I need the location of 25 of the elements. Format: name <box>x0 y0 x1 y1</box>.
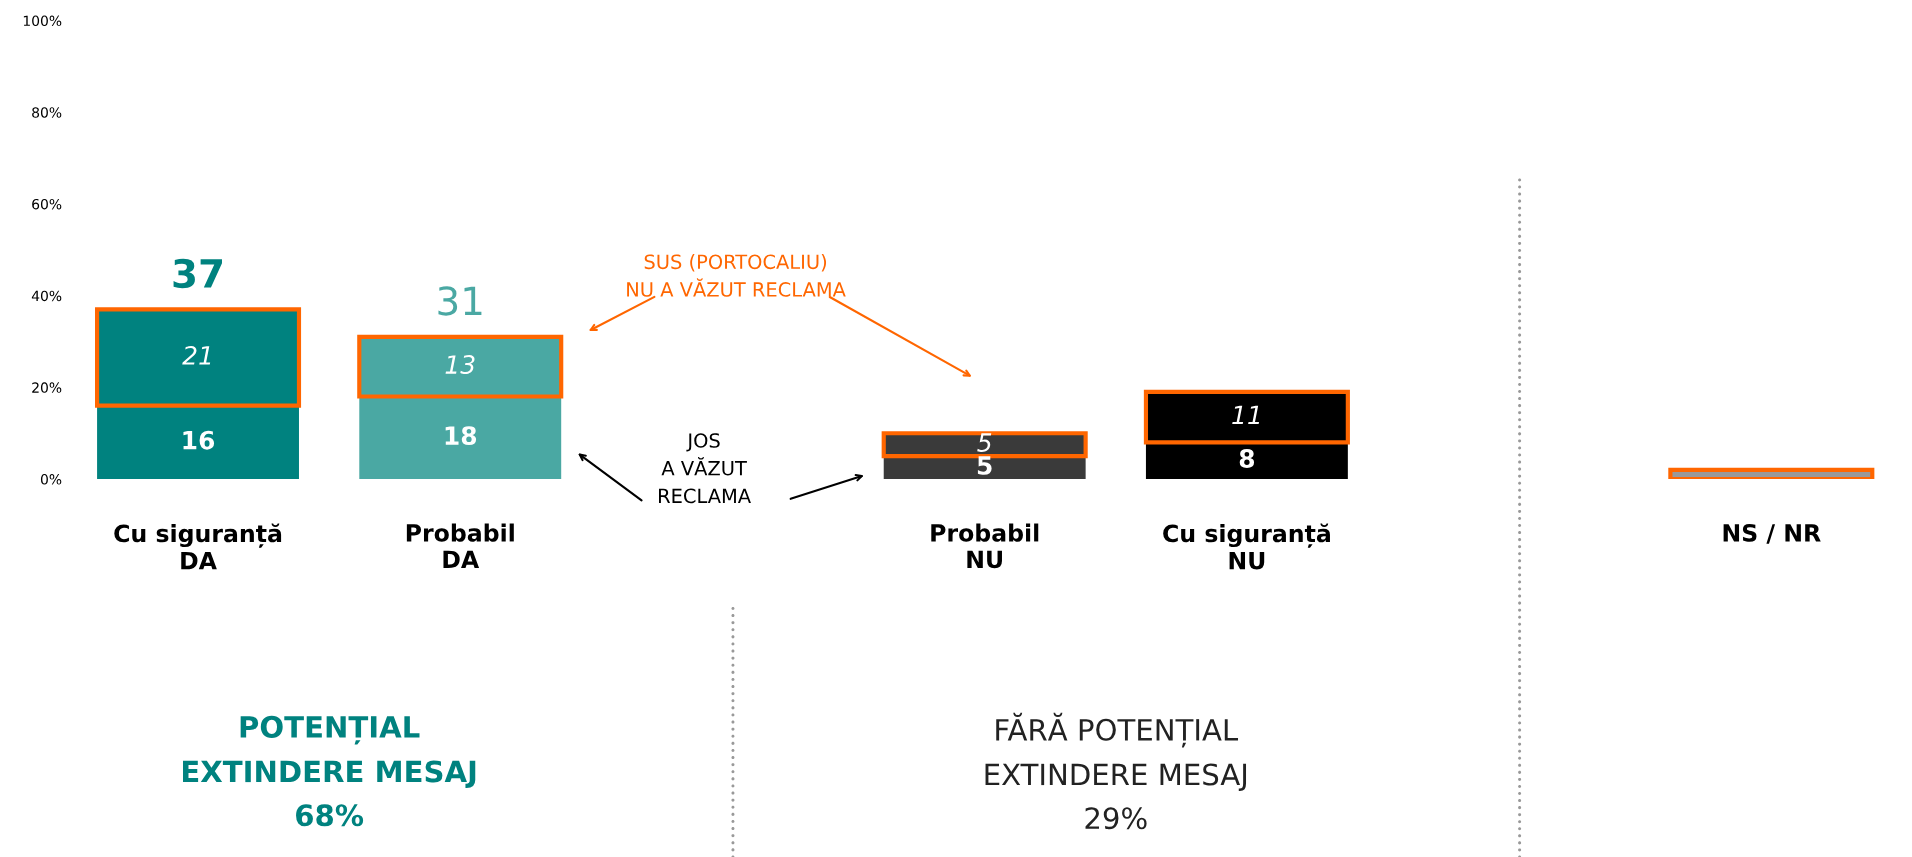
annotation: SUS (PORTOCALIU) NU A VĂZUT RECLAMA <box>627 254 846 297</box>
y-tick-label: 0% <box>40 474 62 485</box>
data-label: 5 <box>977 433 992 452</box>
y-tick-label: 100% <box>23 15 62 27</box>
x-tick-label: Cu siguranță NU <box>1163 523 1330 570</box>
text: FĂRĂ POTENȚIAL EXTINDERE MESAJ 29% <box>985 712 1247 830</box>
y-tick-label: 20% <box>32 382 62 393</box>
x-tick-label: Cu siguranță DA <box>114 523 282 570</box>
data-label: 13 <box>445 355 475 374</box>
data-label: 5 <box>977 456 992 475</box>
total-label: 37 <box>173 258 222 289</box>
y-tick-label: 60% <box>32 198 62 210</box>
data-label: 11 <box>1232 405 1260 425</box>
y-tick-label: 80% <box>32 107 62 118</box>
data-label: 21 <box>182 345 211 365</box>
data-label: 16 <box>183 430 215 450</box>
annotation: JOS A VĂZUT RECLAMA <box>659 433 751 504</box>
y-tick-label: 40% <box>31 290 62 302</box>
x-tick-label: Probabil DA <box>406 523 514 568</box>
x-tick-label: NS / NR <box>1723 523 1821 544</box>
x-tick-label: Probabil NU <box>931 523 1039 569</box>
data-label: 8 <box>1239 449 1255 468</box>
total-label: 31 <box>438 286 482 316</box>
text: POTENȚIAL EXTINDERE MESAJ 68% <box>183 715 476 827</box>
data-label: 18 <box>445 426 477 446</box>
